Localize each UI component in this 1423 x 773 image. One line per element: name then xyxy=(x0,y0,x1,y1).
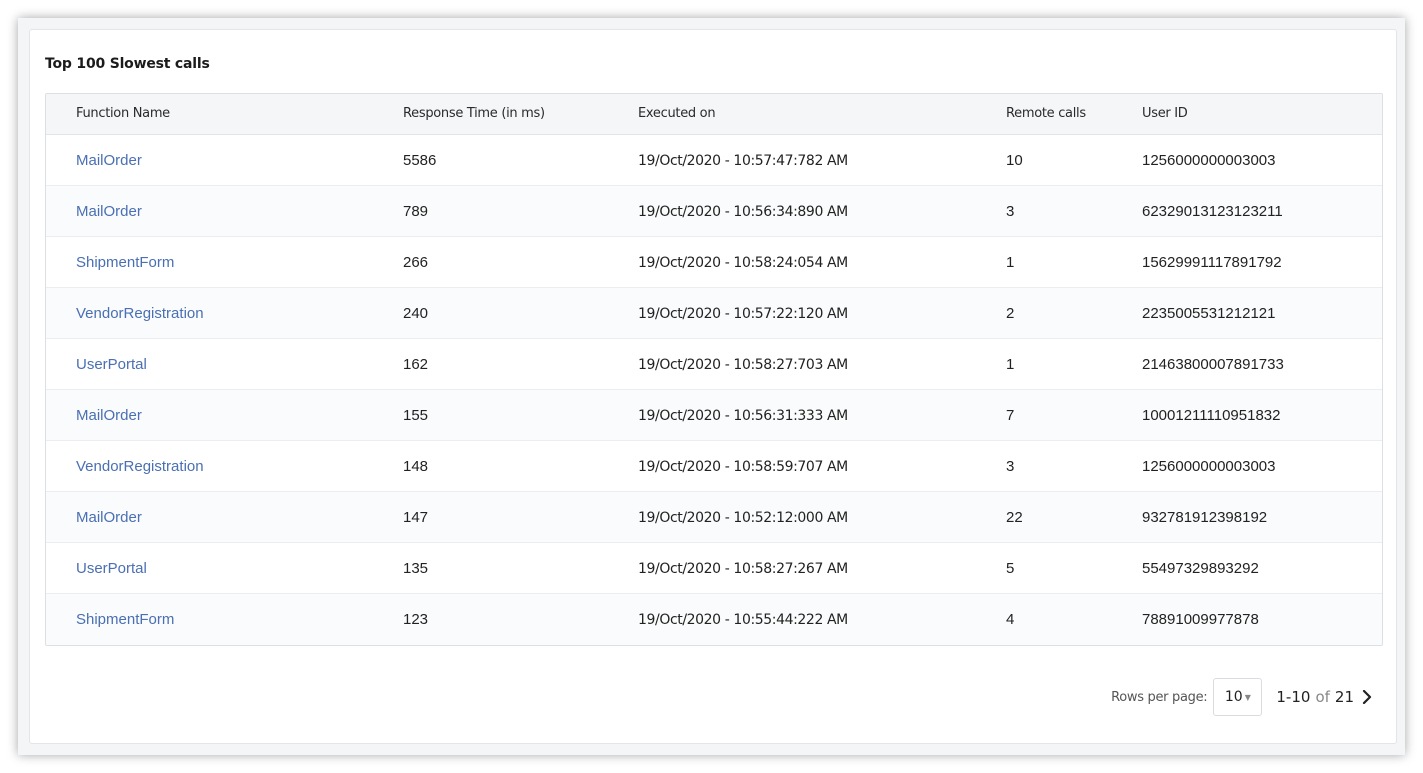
column-header-executed-on[interactable]: Executed on xyxy=(638,106,716,121)
column-header-user-id[interactable]: User ID xyxy=(1142,106,1188,121)
executed-on-cell: 19/Oct/2020 - 10:58:59:707 AM xyxy=(638,459,848,475)
function-name-link[interactable]: VendorRegistration xyxy=(76,305,204,322)
response-time-cell: 147 xyxy=(403,509,429,526)
remote-calls-cell: 2 xyxy=(1006,305,1015,322)
table-row: UserPortal 162 19/Oct/2020 - 10:58:27:703 … xyxy=(46,339,1382,390)
response-time-cell: 162 xyxy=(403,356,429,373)
total-count: 21 xyxy=(1334,688,1354,706)
column-header-function-name[interactable]: Function Name xyxy=(76,106,170,121)
table-row: MailOrder 147 19/Oct/2020 - 10:52:12:000 A… xyxy=(46,492,1382,543)
user-id-cell: 1256000000003003 xyxy=(1142,458,1276,475)
window-frame: Top 100 Slowest calls Function Name Resp… xyxy=(18,18,1405,755)
function-name-link[interactable]: ShipmentForm xyxy=(76,254,175,271)
table-row: VendorRegistration 240 19/Oct/2020 - 10:57… xyxy=(46,288,1382,339)
response-time-cell: 240 xyxy=(403,305,429,322)
table-row: UserPortal 135 19/Oct/2020 - 10:58:27:267 … xyxy=(46,543,1382,594)
card-title: Top 100 Slowest calls xyxy=(45,56,210,72)
chevron-right-icon[interactable] xyxy=(1360,687,1374,707)
table-row: ShipmentForm 266 19/Oct/2020 - 10:58:24:05… xyxy=(46,237,1382,288)
executed-on-cell: 19/Oct/2020 - 10:58:27:267 AM xyxy=(638,561,848,577)
remote-calls-cell: 7 xyxy=(1006,407,1015,424)
remote-calls-cell: 3 xyxy=(1006,203,1015,220)
table-body: MailOrder 5586 19/Oct/2020 - 10:57:47:782 … xyxy=(46,135,1382,645)
slowest-calls-card: Top 100 Slowest calls Function Name Resp… xyxy=(29,29,1397,744)
function-name-link[interactable]: UserPortal xyxy=(76,356,147,373)
function-name-link[interactable]: MailOrder xyxy=(76,203,142,220)
response-time-cell: 789 xyxy=(403,203,429,220)
table-header: Function Name Response Time (in ms) Exec… xyxy=(46,94,1382,135)
remote-calls-cell: 1 xyxy=(1006,356,1015,373)
executed-on-cell: 19/Oct/2020 - 10:55:44:222 AM xyxy=(638,612,848,628)
executed-on-cell: 19/Oct/2020 - 10:57:22:120 AM xyxy=(638,306,848,322)
pagination: Rows per page: 10 ▼ 1-10 of 21 xyxy=(1111,678,1374,716)
user-id-cell: 15629991117891792 xyxy=(1142,254,1282,271)
user-id-cell: 10001211110951832 xyxy=(1142,407,1281,424)
table-row: MailOrder 155 19/Oct/2020 - 10:56:31:333 A… xyxy=(46,390,1382,441)
table-row: MailOrder 5586 19/Oct/2020 - 10:57:47:782 … xyxy=(46,135,1382,186)
user-id-cell: 62329013123123211 xyxy=(1142,203,1283,220)
user-id-cell: 21463800007891733 xyxy=(1142,356,1284,373)
executed-on-cell: 19/Oct/2020 - 10:56:34:890 AM xyxy=(638,204,848,220)
executed-on-cell: 19/Oct/2020 - 10:58:27:703 AM xyxy=(638,357,848,373)
column-header-remote-calls[interactable]: Remote calls xyxy=(1006,106,1086,121)
executed-on-cell: 19/Oct/2020 - 10:57:47:782 AM xyxy=(638,153,848,169)
remote-calls-cell: 3 xyxy=(1006,458,1015,475)
user-id-cell: 78891009977878 xyxy=(1142,611,1259,628)
slowest-calls-table: Function Name Response Time (in ms) Exec… xyxy=(45,93,1383,646)
of-label: of xyxy=(1315,688,1330,706)
remote-calls-cell: 10 xyxy=(1006,152,1023,169)
remote-calls-cell: 4 xyxy=(1006,611,1015,628)
response-time-cell: 135 xyxy=(403,560,429,577)
page-range: 1-10 xyxy=(1276,688,1311,706)
remote-calls-cell: 1 xyxy=(1006,254,1015,271)
executed-on-cell: 19/Oct/2020 - 10:58:24:054 AM xyxy=(638,255,848,271)
function-name-link[interactable]: ShipmentForm xyxy=(76,611,175,628)
function-name-link[interactable]: MailOrder xyxy=(76,152,142,169)
response-time-cell: 148 xyxy=(403,458,429,475)
response-time-cell: 155 xyxy=(403,407,429,424)
user-id-cell: 1256000000003003 xyxy=(1142,152,1276,169)
function-name-link[interactable]: VendorRegistration xyxy=(76,458,204,475)
function-name-link[interactable]: MailOrder xyxy=(76,407,142,424)
rows-per-page-select[interactable]: 10 ▼ xyxy=(1213,678,1263,716)
function-name-link[interactable]: MailOrder xyxy=(76,509,142,526)
caret-down-icon: ▼ xyxy=(1244,692,1251,702)
table-row: MailOrder 789 19/Oct/2020 - 10:56:34:890 A… xyxy=(46,186,1382,237)
response-time-cell: 266 xyxy=(403,254,429,271)
response-time-cell: 123 xyxy=(403,611,429,628)
user-id-cell: 932781912398192 xyxy=(1142,509,1268,526)
remote-calls-cell: 22 xyxy=(1006,509,1023,526)
table-row: VendorRegistration 148 19/Oct/2020 - 10:58… xyxy=(46,441,1382,492)
user-id-cell: 55497329893292 xyxy=(1142,560,1259,577)
table-row: ShipmentForm 123 19/Oct/2020 - 10:55:44:22… xyxy=(46,594,1382,645)
response-time-cell: 5586 xyxy=(403,152,437,169)
user-id-cell: 2235005531212121 xyxy=(1142,305,1276,322)
function-name-link[interactable]: UserPortal xyxy=(76,560,147,577)
column-header-response-time[interactable]: Response Time (in ms) xyxy=(403,106,545,121)
rows-per-page-label: Rows per page: xyxy=(1111,689,1208,705)
executed-on-cell: 19/Oct/2020 - 10:52:12:000 AM xyxy=(638,510,848,526)
remote-calls-cell: 5 xyxy=(1006,560,1015,577)
executed-on-cell: 19/Oct/2020 - 10:56:31:333 AM xyxy=(638,408,848,424)
rows-per-page-value: 10 xyxy=(1224,689,1243,705)
